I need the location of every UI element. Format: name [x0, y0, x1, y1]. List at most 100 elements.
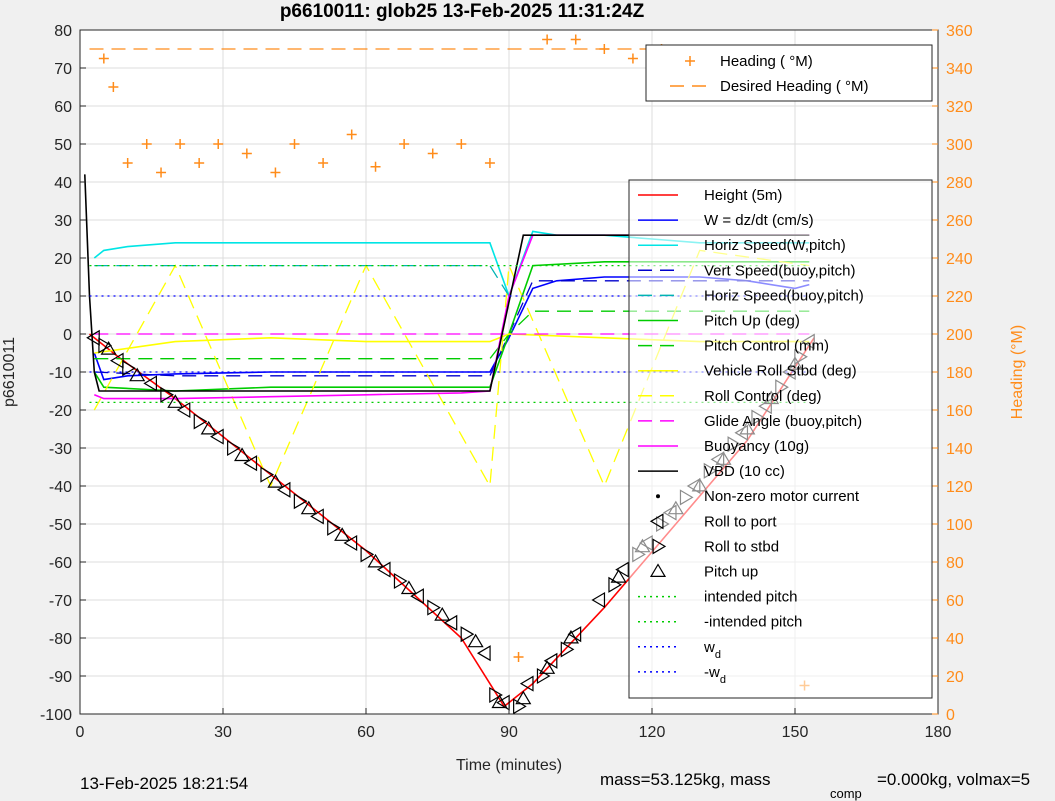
- legend-entry: Heading ( °M): [685, 53, 813, 70]
- legend-label: Roll Control (deg): [704, 388, 822, 405]
- y-axis-left: -100-90-80-70-60-50-40-30-20-10010203040…: [40, 23, 86, 724]
- y-tick-label: 70: [54, 61, 72, 78]
- legend-label-sub: d: [720, 674, 726, 686]
- legend-main-box: [628, 179, 933, 699]
- footer-timestamp: 13-Feb-2025 18:21:54: [80, 774, 248, 793]
- legend-heading-box: [645, 44, 933, 102]
- footer-mass-sub: comp: [830, 786, 862, 801]
- heading-point: [98, 53, 109, 64]
- marker-roll-to-port: [343, 534, 358, 552]
- heading-point: [289, 139, 300, 149]
- marker-roll-to-stbd: [293, 493, 308, 510]
- footer-mass-tail: =0.000kg, volmax=5: [877, 770, 1030, 789]
- legend-label: Buoyancy (10g): [704, 438, 809, 455]
- y-tick-label: -30: [49, 441, 72, 458]
- legend-label: Non-zero motor current: [704, 488, 860, 505]
- y2-tick-label: 220: [946, 289, 973, 306]
- y2-tick-label: 140: [946, 441, 973, 458]
- heading-point: [484, 158, 495, 168]
- marker-roll-to-stbd: [513, 698, 527, 715]
- marker-roll-to-port: [615, 561, 629, 578]
- y-tick-label: -20: [49, 403, 72, 420]
- legend-entry: Horiz Speed(buoy,pitch): [638, 287, 864, 304]
- y2-tick-label: 40: [946, 631, 964, 648]
- legend-label: Pitch Control (mm): [704, 338, 829, 355]
- y2-tick-label: 340: [946, 61, 973, 78]
- legend-swatch: [656, 494, 660, 499]
- legend-label: Horiz Speed(W,pitch): [704, 237, 846, 254]
- legend-entry: Horiz Speed(W,pitch): [638, 237, 846, 254]
- marker-roll-to-stbd: [160, 386, 174, 403]
- y2-tick-label: 120: [946, 479, 973, 496]
- marker-roll-to-stbd: [536, 667, 551, 685]
- marker-pitch-up: [129, 367, 146, 382]
- legend-entry: Roll to port: [649, 513, 777, 530]
- heading-point: [542, 34, 553, 45]
- heading-point: [141, 139, 152, 149]
- marker-roll-to-stbd: [560, 641, 575, 658]
- legend-label: Pitch Up (deg): [704, 313, 800, 330]
- heading-point: [627, 53, 638, 64]
- y-tick-label: -90: [49, 669, 72, 686]
- legend-entry: Buoyancy (10g): [638, 438, 809, 455]
- y-tick-label: 10: [54, 289, 72, 306]
- y-tick-label: 60: [54, 99, 72, 116]
- legend-label: intended pitch: [704, 589, 797, 606]
- marker-roll-to-stbd: [193, 413, 208, 430]
- legend-label: Height (5m): [704, 187, 782, 204]
- series-line-11: [84, 174, 810, 392]
- marker-pitch-up: [467, 633, 484, 648]
- marker-roll-to-stbd: [489, 686, 503, 704]
- marker-roll-to-stbd: [393, 572, 408, 590]
- marker-roll-to-stbd: [427, 599, 441, 616]
- legend-label: Horiz Speed(buoy,pitch): [704, 287, 864, 304]
- y2-tick-label: 0: [946, 707, 955, 724]
- y-tick-label: -70: [49, 593, 72, 610]
- marker-pitch-up: [491, 694, 508, 709]
- legend-entry: VBD (10 cc): [638, 463, 785, 480]
- x-tick-label: 60: [357, 724, 375, 741]
- heading-point: [370, 161, 381, 172]
- legend-swatch: [652, 538, 667, 555]
- legend-swatch: [649, 563, 667, 577]
- marker-roll-to-port: [410, 588, 424, 605]
- heading-point: [570, 34, 581, 45]
- y-tick-label: 30: [54, 213, 72, 230]
- y-tick-label: 0: [63, 327, 72, 344]
- heading-point: [427, 148, 438, 159]
- heading-point: [346, 129, 357, 140]
- legend-entry: -intended pitch: [638, 614, 802, 631]
- marker-pitch-up: [562, 629, 580, 644]
- legend-entry: Pitch up: [649, 563, 758, 581]
- legend-label: W = dz/dt (cm/s): [704, 212, 814, 229]
- marker-pitch-up: [234, 447, 251, 462]
- marker-roll-to-port: [143, 375, 157, 392]
- marker-roll-to-stbd: [227, 439, 241, 457]
- heading-point: [270, 167, 281, 178]
- series-line-10: [94, 234, 810, 400]
- marker-roll-to-port: [276, 481, 291, 498]
- legend-entry: W = dz/dt (cm/s): [638, 212, 814, 229]
- legend-label: Vert Speed(buoy,pitch): [704, 262, 855, 279]
- legend-entry: Glide Angle (buoy,pitch): [638, 413, 862, 430]
- x-tick-label: 90: [500, 724, 518, 741]
- y-tick-label: 80: [54, 23, 72, 40]
- marker-roll-to-stbd: [460, 626, 475, 643]
- y-tick-label: -40: [49, 479, 72, 496]
- legend-entry: Pitch Up (deg): [638, 313, 800, 330]
- legend-entry: Roll to stbd: [652, 538, 779, 555]
- y-tick-label: 20: [54, 251, 72, 268]
- marker-pitch-up: [515, 690, 532, 705]
- legend-label: Vehicle Roll Stbd (deg): [704, 363, 857, 380]
- y2-tick-label: 240: [946, 251, 973, 268]
- marker-roll-to-stbd: [260, 466, 275, 483]
- marker-roll-to-port: [543, 652, 558, 669]
- y2-tick-label: 60: [946, 593, 964, 610]
- y2-tick-label: 180: [946, 365, 973, 382]
- x-axis: 0 30 60 90 120 150 180: [76, 708, 951, 741]
- series-layer: [84, 34, 815, 708]
- heading-point: [513, 652, 524, 662]
- heading-point: [175, 139, 186, 149]
- marker-roll-to-port: [109, 352, 124, 369]
- heading-point: [194, 158, 205, 168]
